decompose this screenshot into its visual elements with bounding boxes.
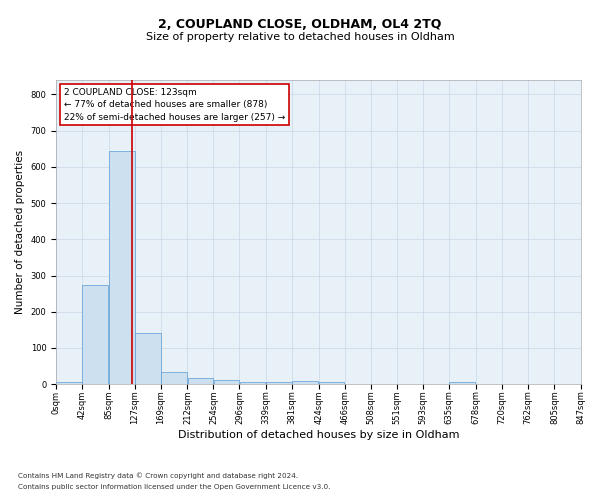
Bar [449,382,475,384]
Bar [214,380,239,384]
Text: 2, COUPLAND CLOSE, OLDHAM, OL4 2TQ: 2, COUPLAND CLOSE, OLDHAM, OL4 2TQ [158,18,442,30]
Bar [239,382,265,384]
Bar [266,382,292,384]
Y-axis label: Number of detached properties: Number of detached properties [15,150,25,314]
Text: 2 COUPLAND CLOSE: 123sqm
← 77% of detached houses are smaller (878)
22% of semi-: 2 COUPLAND CLOSE: 123sqm ← 77% of detach… [64,88,285,122]
Bar [292,382,318,384]
Bar [82,284,108,384]
Text: Contains public sector information licensed under the Open Government Licence v3: Contains public sector information licen… [18,484,331,490]
Text: Size of property relative to detached houses in Oldham: Size of property relative to detached ho… [146,32,454,42]
Bar [109,152,134,384]
Bar [319,382,344,384]
Bar [135,334,161,384]
Bar [188,378,213,384]
X-axis label: Distribution of detached houses by size in Oldham: Distribution of detached houses by size … [178,430,459,440]
Bar [161,372,187,384]
Bar [56,382,82,384]
Text: Contains HM Land Registry data © Crown copyright and database right 2024.: Contains HM Land Registry data © Crown c… [18,472,298,479]
